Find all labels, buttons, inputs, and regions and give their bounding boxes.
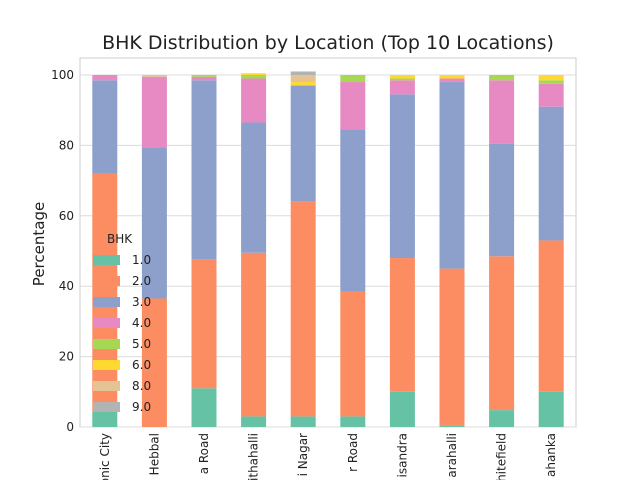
bar-segment	[538, 391, 564, 427]
bar-segment	[191, 80, 217, 260]
y-tick-label: 80	[59, 138, 74, 152]
x-tick-label: Hebbal	[147, 433, 161, 475]
bar-segment	[241, 122, 267, 253]
legend-swatch	[93, 360, 120, 370]
bar-segment	[92, 411, 118, 427]
bar-segment	[538, 240, 564, 392]
legend-swatch	[93, 318, 120, 328]
bar-segment	[191, 259, 217, 389]
legend-swatch	[93, 255, 120, 265]
bar-segment	[340, 75, 366, 83]
legend-label: 8.0	[132, 379, 151, 393]
legend-label: 5.0	[132, 337, 151, 351]
bar-segment	[340, 82, 366, 130]
bar-segment	[141, 75, 167, 77]
bar-segment	[290, 201, 316, 417]
legend-label: 4.0	[132, 316, 151, 330]
bar-segment	[389, 80, 415, 95]
bar-segment	[290, 416, 316, 427]
bar-segment	[389, 75, 415, 79]
bar-segment	[290, 71, 316, 75]
bar-segment	[389, 391, 415, 427]
x-tick-label: hitefield	[495, 433, 509, 480]
bar-segment	[191, 75, 217, 77]
x-tick-label: ahanka	[544, 433, 558, 477]
bar-segment	[489, 256, 515, 411]
bar-segment	[489, 80, 515, 144]
bar-segment	[538, 75, 564, 81]
bar-segment	[241, 416, 267, 427]
bar-segment	[489, 143, 515, 257]
bar-segment	[489, 75, 515, 81]
chart-title: BHK Distribution by Location (Top 10 Loc…	[102, 32, 554, 54]
bar-segment	[340, 129, 366, 292]
y-tick-label: 60	[59, 209, 74, 223]
x-tick-label: r Road	[346, 433, 360, 472]
x-tick-label: onic City	[98, 433, 112, 480]
bar-segment	[290, 85, 316, 202]
bar-segment	[241, 75, 267, 79]
bar-segment	[241, 252, 267, 417]
legend-label: 3.0	[132, 295, 151, 309]
bar-segment	[538, 80, 564, 84]
x-tick-labels: onic City Hebbal a Road ithahalli i Nagar r R…	[98, 433, 558, 484]
bar-segment	[141, 298, 167, 427]
bar-segment	[141, 147, 167, 299]
x-tick-label: ithahalli	[247, 433, 261, 480]
legend-swatch	[93, 339, 120, 349]
x-tick-label: a Road	[197, 433, 211, 474]
legend-swatch	[93, 402, 120, 412]
y-axis-label: Percentage	[30, 202, 48, 286]
bar-segment	[340, 416, 366, 427]
bar-segment	[538, 106, 564, 241]
legend-label: 1.0	[132, 253, 151, 267]
bar-segment	[489, 410, 515, 427]
bar-segment	[439, 425, 465, 427]
y-tick-label: 40	[59, 279, 74, 293]
bar-segment	[241, 78, 267, 123]
bar-segment	[92, 75, 118, 81]
legend-label: 6.0	[132, 358, 151, 372]
x-tick-label: arahalli	[445, 433, 459, 478]
bar-segment	[92, 80, 118, 174]
bar-segment	[389, 94, 415, 259]
y-tick-label: 20	[59, 350, 74, 364]
legend-swatch	[93, 276, 120, 286]
y-tick-label: 0	[66, 420, 74, 434]
x-tick-label: isandra	[395, 433, 409, 477]
bar-segment	[290, 75, 316, 83]
y-tick-labels: 0 20 40 60 80 100	[51, 68, 74, 434]
legend-label: 9.0	[132, 400, 151, 414]
bar-segment	[389, 78, 415, 81]
bar-segment	[191, 76, 217, 81]
bar-segment	[92, 173, 118, 412]
bar-segment	[141, 76, 167, 148]
bar-segment	[439, 82, 465, 269]
legend-swatch	[93, 381, 120, 391]
legend-title: BHK	[107, 232, 133, 246]
bar-segment	[191, 388, 217, 427]
bar-segment	[290, 82, 316, 86]
bar-segment	[340, 291, 366, 417]
legend: BHK 1.0 2.0 3.0 4.0 5.0 6.0 8.0 9.0	[93, 232, 151, 414]
bar-segment	[439, 268, 465, 426]
bar-segment	[439, 78, 465, 83]
legend-swatch	[93, 297, 120, 307]
bars	[92, 71, 564, 427]
x-tick-label: i Nagar	[296, 433, 310, 476]
bar-segment	[389, 258, 415, 392]
bar-segment	[538, 83, 564, 107]
bar-segment	[439, 75, 465, 79]
bar-segment	[241, 73, 267, 75]
y-tick-label: 100	[51, 68, 74, 82]
legend-label: 2.0	[132, 274, 151, 288]
